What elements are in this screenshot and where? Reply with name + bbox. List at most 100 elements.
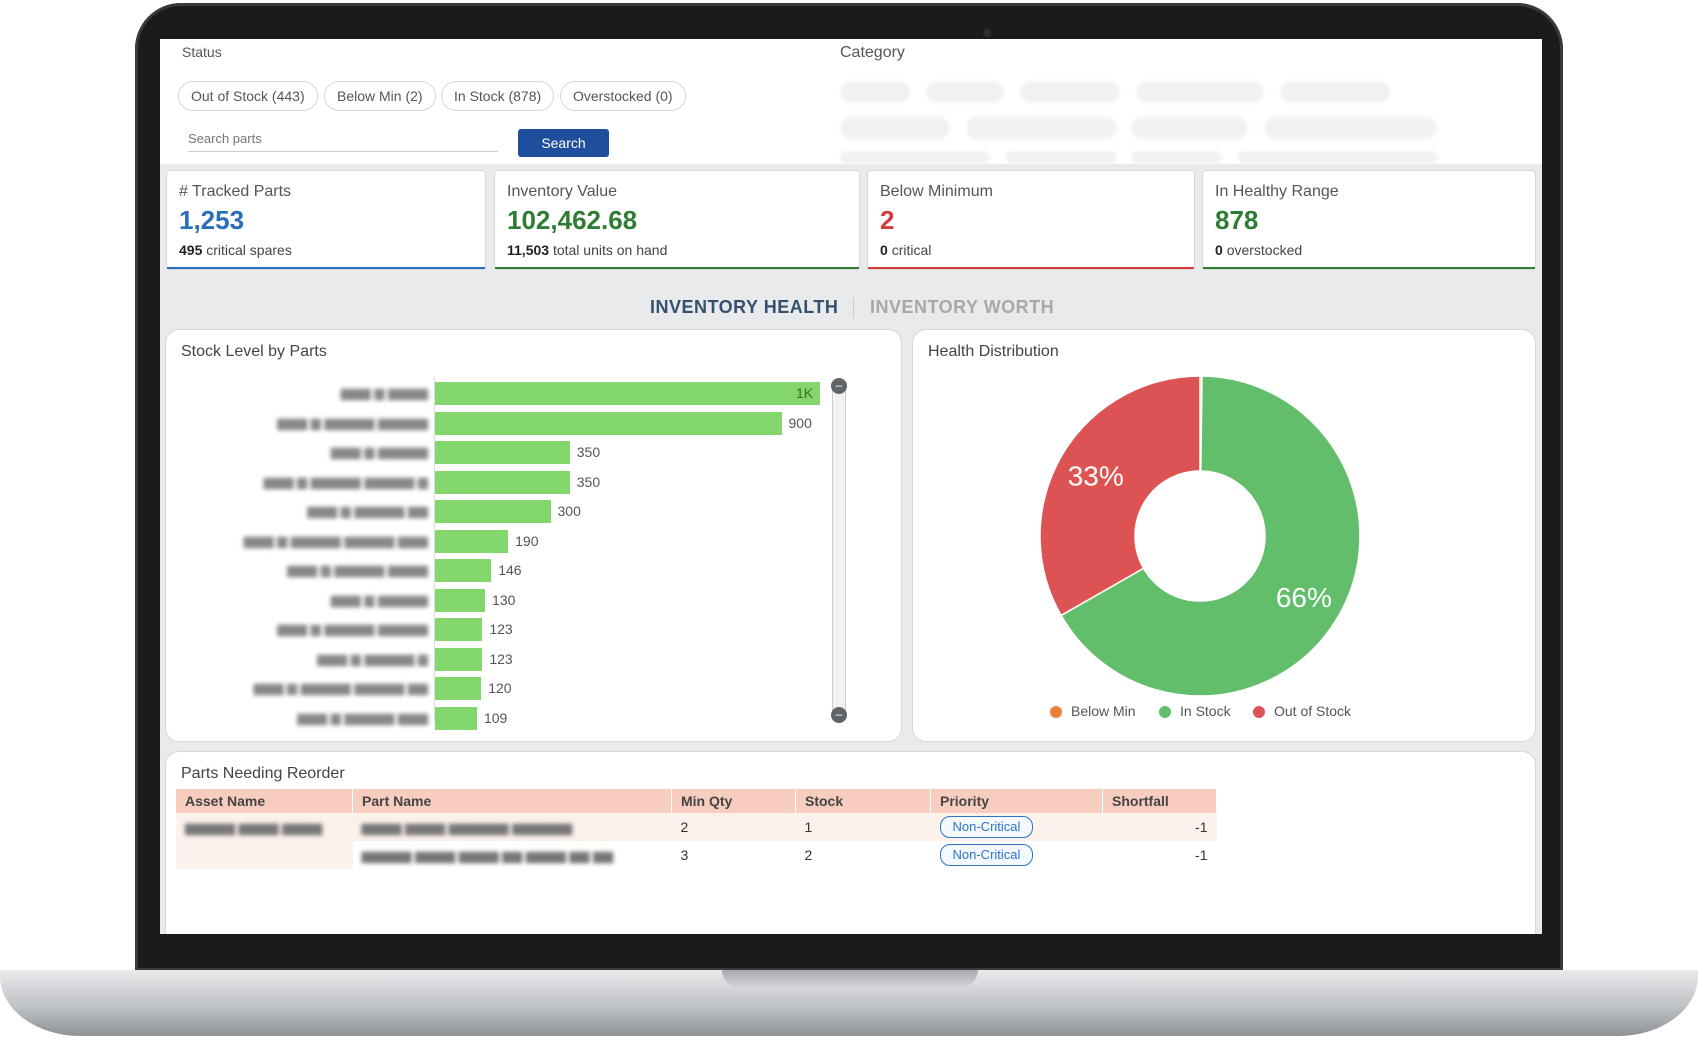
reorder-table: Asset Name Part Name Min Qty Stock Prior… — [176, 789, 1217, 869]
category-chip[interactable] — [1020, 81, 1120, 103]
category-chip[interactable] — [1264, 117, 1436, 139]
legend-dot-icon — [1050, 706, 1062, 718]
bar-category-label: ▆▆▆ ▆ ▆▆▆▆▆ — [330, 591, 428, 607]
bar-value-label: 146 — [498, 562, 522, 578]
bar-value-label: 109 — [483, 709, 508, 726]
shortfall-cell: -1 — [1102, 841, 1217, 869]
category-chip[interactable] — [1280, 81, 1390, 103]
kpi-subtext: 11,503 total units on hand — [507, 242, 668, 258]
reorder-title: Parts Needing Reorder — [181, 765, 345, 782]
kpi-card-tracked-parts[interactable]: # Tracked Parts 1,253 495 critical spare… — [166, 170, 486, 270]
priority-badge: Non-Critical — [939, 816, 1034, 838]
kpi-title: Below Minimum — [880, 183, 993, 200]
column-asset-name[interactable]: Asset Name — [176, 789, 353, 813]
category-label: Category — [840, 44, 905, 61]
stock-bar[interactable] — [435, 441, 570, 464]
category-chip[interactable] — [1132, 151, 1222, 164]
part-name-cell: ▆▆▆▆ ▆▆▆▆ ▆▆▆▆▆▆ ▆▆▆▆▆▆ — [352, 813, 672, 841]
stock-level-panel: Stock Level by Parts ▆▆▆ ▆ ▆▆▆▆ 1K ▆▆▆ ▆ ▆… — [165, 329, 902, 742]
bar-category-label: ▆▆▆ ▆ ▆▆▆▆▆ ▆▆▆▆ — [287, 562, 428, 577]
bar-value-label: 300 — [557, 503, 581, 519]
stock-bar[interactable] — [435, 706, 477, 730]
stock-cell: 2 — [795, 841, 931, 869]
kpi-card-inventory-value[interactable]: Inventory Value 102,462.68 11,503 total … — [494, 170, 860, 270]
stock-bar[interactable] — [435, 618, 483, 641]
category-chip[interactable] — [1132, 117, 1248, 139]
table-row[interactable]: ▆▆▆▆▆ ▆▆▆▆ ▆▆▆▆ ▆▆ ▆▆▆▆ ▆▆ ▆▆ 3 2 Non-Cr… — [176, 841, 1217, 869]
stock-cell: 1 — [795, 813, 931, 841]
category-chip[interactable] — [840, 151, 990, 164]
bar-value-label: 123 — [489, 621, 513, 637]
donut-slice-label: 66% — [1276, 582, 1332, 613]
scroll-down-icon[interactable]: – — [831, 707, 847, 723]
stock-bar[interactable] — [435, 411, 782, 435]
reorder-panel: Parts Needing Reorder Asset Name Part Na… — [165, 751, 1536, 934]
chip-out-of-stock[interactable]: Out of Stock (443) — [178, 81, 318, 111]
kpi-card-below-minimum[interactable]: Below Minimum 2 0 critical — [867, 170, 1195, 270]
category-chip[interactable] — [840, 81, 910, 103]
stock-bar[interactable] — [435, 677, 482, 700]
part-name-cell: ▆▆▆▆▆ ▆▆▆▆ ▆▆▆▆ ▆▆ ▆▆▆▆ ▆▆ ▆▆ — [352, 841, 672, 869]
stock-bar[interactable] — [435, 588, 486, 612]
kpi-value: 1,253 — [179, 205, 245, 235]
tab-inventory-health[interactable]: INVENTORY HEALTH — [650, 297, 839, 317]
priority-cell: Non-Critical — [930, 841, 1103, 869]
camera-icon — [983, 29, 991, 37]
health-donut-chart: 66% 33% — [1039, 375, 1361, 697]
legend-label: Below Min — [1071, 703, 1136, 719]
tab-divider — [853, 298, 854, 318]
bar-category-label: ▆▆▆ ▆ ▆▆▆▆▆ ▆▆▆▆▆ ▆▆ — [253, 680, 428, 695]
category-chip[interactable] — [1006, 151, 1116, 164]
scroll-up-icon[interactable]: – — [831, 378, 847, 394]
stock-bar[interactable] — [435, 382, 820, 405]
asset-name-cell — [176, 841, 353, 869]
table-row[interactable]: ▆▆▆▆▆ ▆▆▆▆ ▆▆▆▆ ▆▆▆▆ ▆▆▆▆ ▆▆▆▆▆▆ ▆▆▆▆▆▆ … — [176, 813, 1217, 841]
shortfall-cell: -1 — [1102, 813, 1217, 841]
chart-scrollbar[interactable] — [832, 384, 846, 722]
dashboard-screen: Status Out of Stock (443) Below Min (2) … — [160, 39, 1542, 934]
tab-inventory-worth[interactable]: INVENTORY WORTH — [870, 297, 1055, 317]
column-stock[interactable]: Stock — [795, 789, 931, 813]
kpi-subtext: 495 critical spares — [179, 242, 292, 258]
bar-category-label: ▆▆▆ ▆ ▆▆▆▆▆ ▆▆ — [307, 503, 428, 518]
kpi-underline — [495, 267, 859, 269]
category-chip[interactable] — [1136, 81, 1264, 103]
kpi-card-healthy-range[interactable]: In Healthy Range 878 0 overstocked — [1202, 170, 1536, 270]
category-chip[interactable] — [966, 117, 1116, 139]
category-chip[interactable] — [1238, 151, 1438, 164]
min-qty-cell: 3 — [671, 841, 796, 869]
donut-slice-label: 33% — [1068, 461, 1124, 492]
donut-slice[interactable] — [1060, 375, 1361, 697]
bar-category-label: ▆▆▆ ▆ ▆▆▆▆▆ ▆▆▆▆▆ — [277, 621, 428, 636]
column-priority[interactable]: Priority — [930, 789, 1103, 813]
bar-category-label: ▆▆▆ ▆ ▆▆▆▆▆ ▆▆▆ — [297, 709, 428, 725]
kpi-underline — [1203, 267, 1535, 269]
category-chip[interactable] — [926, 81, 1004, 103]
stock-bar[interactable] — [435, 500, 551, 523]
legend-dot-icon — [1253, 706, 1265, 718]
search-input[interactable] — [188, 125, 498, 152]
kpi-subtext: 0 critical — [880, 242, 932, 258]
chip-overstocked[interactable]: Overstocked (0) — [560, 81, 686, 111]
bar-category-label: ▆▆▆ ▆ ▆▆▆▆ — [340, 385, 428, 400]
min-qty-cell: 2 — [671, 813, 796, 841]
bar-category-label: ▆▆▆ ▆ ▆▆▆▆▆ ▆ — [317, 650, 428, 666]
category-chip[interactable] — [840, 117, 950, 139]
donut-slice[interactable] — [1039, 375, 1201, 617]
stock-bar[interactable] — [435, 647, 483, 671]
stock-bar[interactable] — [435, 470, 570, 494]
search-button[interactable]: Search — [518, 129, 609, 157]
chip-below-min[interactable]: Below Min (2) — [324, 81, 436, 111]
column-part-name[interactable]: Part Name — [352, 789, 672, 813]
stock-bar[interactable] — [435, 529, 509, 553]
chip-in-stock[interactable]: In Stock (878) — [441, 81, 555, 111]
bar-value-label: 120 — [488, 680, 512, 696]
stock-chart-title: Stock Level by Parts — [181, 343, 327, 360]
kpi-underline — [868, 267, 1194, 269]
column-min-qty[interactable]: Min Qty — [671, 789, 796, 813]
column-shortfall[interactable]: Shortfall — [1102, 789, 1217, 813]
stock-bar[interactable] — [435, 559, 492, 582]
kpi-underline — [167, 267, 485, 269]
status-label: Status — [182, 44, 222, 60]
table-header-row: Asset Name Part Name Min Qty Stock Prior… — [176, 789, 1217, 813]
